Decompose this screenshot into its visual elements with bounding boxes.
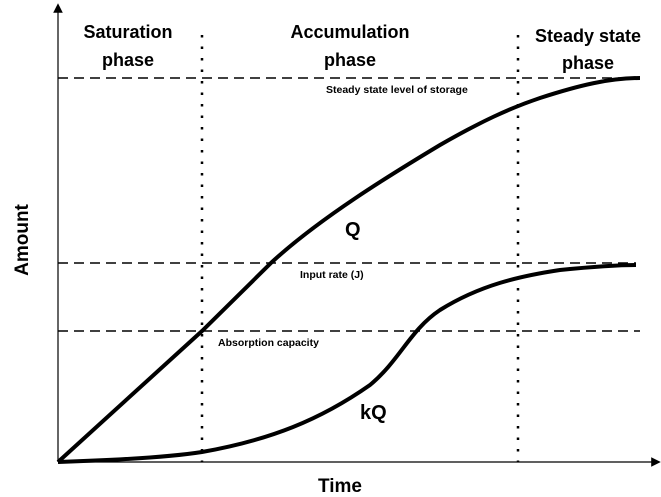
q-curve [56,76,641,464]
phase-label: Saturation [83,22,172,42]
curve-label: kQ [360,402,387,424]
curve-label: Q [345,219,361,241]
level-label: Steady state level of storage [326,84,468,96]
kq-curve [57,263,637,464]
phase-label: Accumulation [290,22,409,42]
level-label: Input rate (J) [300,269,364,281]
level-label: Absorption capacity [218,337,319,349]
phase-label: phase [562,53,614,73]
phase-label: phase [324,50,376,70]
phase-label: phase [102,50,154,70]
phase-label: Steady state [535,26,641,46]
x-axis-title: Time [318,476,362,497]
y-axis-title: Amount [12,203,33,275]
